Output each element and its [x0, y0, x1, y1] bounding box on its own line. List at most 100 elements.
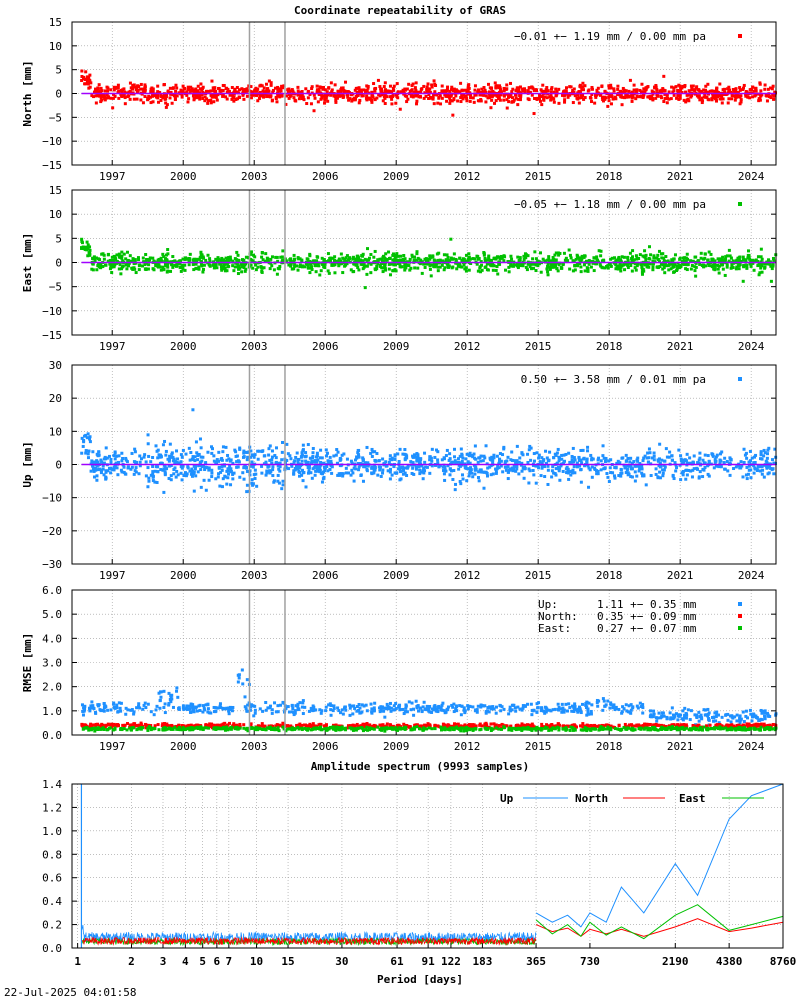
data-point — [82, 246, 86, 250]
data-point — [546, 464, 550, 468]
data-point — [315, 84, 319, 88]
data-point — [583, 254, 587, 258]
data-point — [120, 451, 124, 455]
x-tick-label: 2021 — [667, 340, 694, 353]
data-point — [310, 87, 314, 91]
data-point — [647, 447, 651, 451]
data-point — [346, 93, 350, 97]
data-point — [741, 258, 745, 262]
data-point — [357, 465, 361, 469]
data-point — [124, 257, 128, 261]
data-point — [427, 96, 431, 100]
data-point — [502, 254, 506, 258]
data-point — [224, 475, 228, 479]
data-point — [756, 264, 760, 268]
data-point — [315, 460, 319, 464]
data-point — [486, 258, 490, 262]
data-point — [112, 265, 116, 269]
data-point — [86, 452, 90, 456]
data-point — [384, 252, 388, 256]
data-point — [162, 83, 166, 87]
data-point — [298, 474, 302, 478]
data-point — [494, 99, 498, 103]
data-point — [754, 258, 758, 262]
data-point — [634, 254, 638, 258]
data-point — [394, 101, 398, 105]
data-point — [197, 267, 201, 271]
data-point — [454, 482, 458, 486]
data-point — [734, 465, 738, 469]
data-point — [94, 256, 98, 260]
data-point — [356, 90, 360, 94]
data-point — [368, 96, 372, 100]
data-point — [107, 466, 111, 470]
data-point — [759, 266, 763, 270]
data-point — [738, 255, 742, 259]
data-point — [739, 466, 743, 470]
data-point — [401, 88, 405, 92]
data-point — [772, 94, 776, 98]
data-point — [596, 469, 600, 473]
data-point — [276, 704, 280, 708]
data-point — [366, 86, 370, 90]
data-point — [403, 257, 407, 261]
data-point — [532, 262, 536, 266]
data-point — [697, 475, 701, 479]
data-point — [267, 453, 271, 457]
data-point — [623, 96, 627, 100]
data-point — [187, 263, 191, 267]
data-point — [607, 86, 611, 90]
data-point — [477, 257, 481, 261]
data-point — [471, 475, 475, 479]
data-point — [594, 95, 598, 99]
data-point — [686, 263, 690, 267]
data-point — [251, 266, 255, 270]
data-point — [586, 449, 590, 453]
data-point — [638, 467, 642, 471]
data-point — [765, 99, 769, 103]
data-point — [306, 443, 310, 447]
data-point — [133, 447, 137, 451]
data-point — [635, 264, 639, 268]
x-tick-label: 2006 — [312, 170, 339, 183]
data-point — [128, 81, 132, 85]
y-axis-label: Up [mm] — [21, 441, 34, 487]
data-point — [744, 473, 748, 477]
data-point — [311, 460, 315, 464]
data-point — [90, 700, 94, 704]
data-point — [175, 449, 179, 453]
data-point — [498, 262, 502, 266]
data-point — [618, 461, 622, 465]
data-point — [561, 90, 565, 94]
data-point — [192, 472, 196, 476]
data-point — [188, 458, 192, 462]
data-point — [654, 83, 658, 87]
data-point — [430, 464, 434, 468]
data-point — [142, 455, 146, 459]
data-point — [592, 269, 596, 273]
data-point — [381, 457, 385, 461]
data-point — [119, 92, 123, 96]
data-point — [515, 86, 519, 90]
data-point — [311, 467, 315, 471]
data-point — [246, 703, 250, 707]
data-point — [268, 444, 272, 448]
data-point — [223, 266, 227, 270]
data-point — [95, 452, 99, 456]
data-point — [558, 251, 562, 255]
data-point — [366, 464, 370, 468]
data-point — [485, 268, 489, 272]
data-point — [751, 85, 755, 89]
data-point — [350, 468, 354, 472]
data-point — [179, 465, 183, 469]
data-point — [474, 465, 478, 469]
data-point — [192, 89, 196, 93]
data-point — [171, 265, 175, 269]
data-point — [770, 267, 774, 271]
data-point — [432, 102, 436, 106]
data-point — [563, 459, 567, 463]
data-point — [488, 456, 492, 460]
data-point — [398, 466, 402, 470]
data-point — [182, 87, 186, 91]
data-point — [292, 253, 296, 257]
